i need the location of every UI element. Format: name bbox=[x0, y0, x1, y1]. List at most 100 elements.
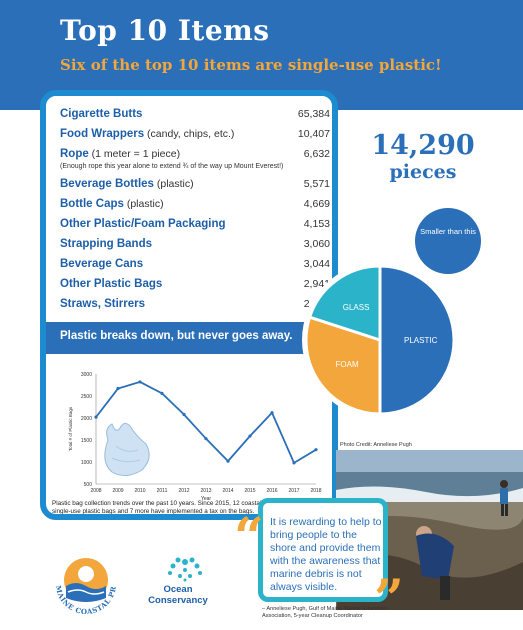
ocean-conservancy-logo-text: Ocean Conservancy bbox=[133, 584, 223, 606]
pie-slice-glass bbox=[307, 264, 382, 343]
data-point bbox=[160, 391, 164, 395]
x-tick-label: 2008 bbox=[90, 488, 101, 494]
page-title: Top 10 Items bbox=[60, 14, 270, 47]
open-quote-icon: “ bbox=[234, 507, 264, 568]
item-value: 6,632 bbox=[303, 148, 330, 160]
y-tick-label: 500 bbox=[84, 482, 93, 488]
quote-attribution: – Anneliese Pugh, Gulf of Maine Marine E… bbox=[262, 606, 388, 619]
page-subtitle: Six of the top 10 items are single-use p… bbox=[60, 56, 442, 74]
item-name: Other Plastic/Foam Packaging bbox=[60, 218, 226, 230]
smaller-than-text: Smaller than this bbox=[420, 227, 476, 236]
quote-box bbox=[258, 498, 388, 602]
breaks-down-banner: Plastic breaks down, but never goes away… bbox=[46, 322, 332, 354]
item-label: Strapping Bands bbox=[60, 238, 153, 250]
item-label: Cigarette Butts bbox=[60, 108, 143, 120]
item-name: Bottle Caps (plastic) bbox=[60, 198, 164, 210]
pie-label-glass: GLASS bbox=[343, 303, 370, 312]
x-tick-label: 2016 bbox=[266, 488, 277, 494]
item-qualifier: (plastic) bbox=[153, 178, 194, 190]
item-value: 10,407 bbox=[297, 128, 330, 140]
item-name: Beverage Cans bbox=[60, 258, 143, 270]
list-item: Beverage Cans 3,044 bbox=[60, 256, 330, 276]
item-value: 4,669 bbox=[303, 198, 330, 210]
pie-slice-foam bbox=[304, 315, 382, 416]
items-list: Cigarette Butts 65,384 Food Wrappers (ca… bbox=[60, 106, 330, 316]
x-tick-label: 2018 bbox=[310, 488, 321, 494]
item-name: Strapping Bands bbox=[60, 238, 152, 250]
pie-label-foam: FOAM bbox=[336, 360, 359, 369]
data-point bbox=[94, 415, 98, 419]
data-point bbox=[204, 437, 208, 441]
item-name: Food Wrappers (candy, chips, etc.) bbox=[60, 128, 234, 140]
y-axis-label: Total # of Plastic Bags bbox=[68, 406, 73, 451]
item-label: Straws, Stirrers bbox=[60, 298, 146, 310]
x-tick-label: 2013 bbox=[200, 488, 211, 494]
item-label: Beverage Bottles bbox=[60, 178, 154, 190]
data-point bbox=[270, 411, 274, 415]
list-item: Strapping Bands 3,060 bbox=[60, 236, 330, 256]
x-tick-label: 2010 bbox=[134, 488, 145, 494]
y-tick-label: 3000 bbox=[81, 372, 92, 378]
item-value: 3,060 bbox=[303, 238, 330, 250]
rope-note: (Enough rope this year alone to extend ¾… bbox=[60, 163, 284, 170]
y-tick-label: 2000 bbox=[81, 416, 92, 422]
photo-credit: Photo Credit: Anneliese Pugh bbox=[340, 442, 412, 448]
item-name: Rope (1 meter = 1 piece) bbox=[60, 148, 180, 160]
item-label: Food Wrappers bbox=[60, 128, 145, 140]
item-name: Straws, Stirrers bbox=[60, 298, 145, 310]
quote-text: It is rewarding to help to bring people … bbox=[270, 516, 382, 593]
item-value: 3,044 bbox=[303, 258, 330, 270]
list-item: Bottle Caps (plastic) 4,669 bbox=[60, 196, 330, 216]
maine-coastal-program-logo: MAINE COASTAL PROGRAM bbox=[46, 540, 118, 616]
item-label: Other Plastic Bags bbox=[60, 278, 163, 290]
item-name: Beverage Bottles (plastic) bbox=[60, 178, 194, 190]
chart-caption: Plastic bag collection trends over the p… bbox=[52, 500, 318, 515]
pie-label-plastic: PLASTIC bbox=[404, 336, 438, 345]
list-item: Food Wrappers (candy, chips, etc.) 10,40… bbox=[60, 126, 330, 146]
data-point bbox=[226, 459, 230, 463]
x-tick-label: 2009 bbox=[112, 488, 123, 494]
list-item: Other Plastic Bags 2,941 bbox=[60, 276, 330, 296]
item-value: 4,153 bbox=[303, 218, 330, 230]
data-point bbox=[314, 448, 318, 452]
person-bending-figure bbox=[416, 526, 454, 600]
item-label: Rope bbox=[60, 148, 89, 160]
material-pie-chart: PLASTIC FOAM GLASS bbox=[302, 262, 458, 418]
data-point bbox=[292, 461, 296, 465]
total-pieces: 14,290 pieces bbox=[348, 130, 498, 183]
person-figure bbox=[500, 480, 508, 516]
item-qualifier: (plastic) bbox=[123, 198, 164, 210]
top-items-panel: Cigarette Butts 65,384 Food Wrappers (ca… bbox=[40, 90, 338, 520]
data-point bbox=[138, 380, 142, 384]
data-point bbox=[248, 434, 252, 438]
smaller-than-circle: Smaller than this bbox=[415, 208, 481, 274]
x-tick-label: 2011 bbox=[157, 488, 168, 494]
item-name: Cigarette Butts bbox=[60, 108, 142, 120]
list-item: Straws, Stirrers 2,580 bbox=[60, 296, 330, 316]
x-tick-label: 2012 bbox=[178, 488, 189, 494]
list-item: Rope (1 meter = 1 piece) 6,632 bbox=[60, 146, 330, 166]
y-tick-label: 1500 bbox=[81, 438, 92, 444]
item-name: Other Plastic Bags bbox=[60, 278, 162, 290]
item-value: 5,571 bbox=[303, 178, 330, 190]
item-qualifier: (candy, chips, etc.) bbox=[144, 128, 235, 140]
total-pieces-unit: pieces bbox=[389, 161, 457, 183]
item-qualifier: (1 meter = 1 piece) bbox=[88, 148, 181, 160]
item-label: Beverage Cans bbox=[60, 258, 144, 270]
y-tick-label: 2500 bbox=[81, 394, 92, 400]
breaks-down-text: Plastic breaks down, but never goes away… bbox=[60, 330, 293, 342]
pie-slice-plastic bbox=[378, 264, 456, 416]
x-tick-label: 2017 bbox=[288, 488, 299, 494]
x-tick-label: 2015 bbox=[244, 488, 255, 494]
item-value: 65,384 bbox=[297, 108, 330, 120]
total-pieces-number: 14,290 bbox=[371, 130, 475, 161]
list-item: Beverage Bottles (plastic) 5,571 bbox=[60, 176, 330, 196]
close-quote-icon: ” bbox=[374, 569, 404, 630]
data-point bbox=[182, 412, 186, 417]
oc-line2: Conservancy bbox=[148, 595, 208, 606]
x-axis-label: Year bbox=[201, 496, 211, 502]
list-item: Cigarette Butts 65,384 bbox=[60, 106, 330, 126]
x-tick-label: 2014 bbox=[222, 488, 233, 494]
plastic-bag-icon bbox=[104, 422, 150, 476]
plastic-bag-line-chart: 500 1000 1500 2000 2500 3000 2008 2009 2010 2011 2… bbox=[68, 372, 322, 502]
